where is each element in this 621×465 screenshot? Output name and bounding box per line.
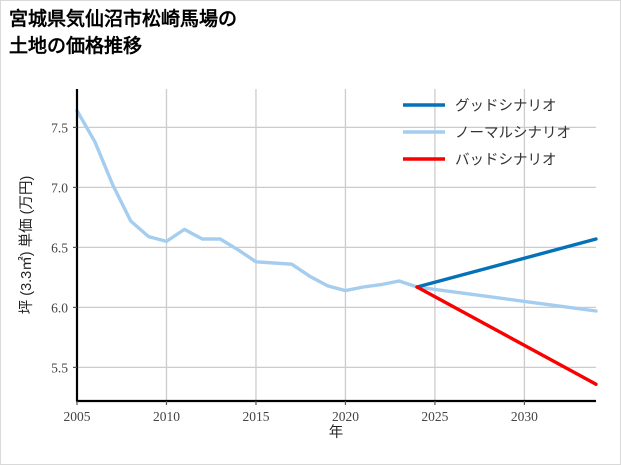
- series-line-good: [415, 237, 598, 289]
- legend-label-0: グッドシナリオ: [455, 98, 557, 115]
- x-tick-label: 2010: [153, 409, 180, 424]
- axes-group: [75, 89, 596, 403]
- x-tick-label: 2020: [332, 409, 359, 424]
- legend-label-1: ノーマルシナリオ: [455, 126, 571, 142]
- x-tick-label: 2030: [511, 409, 538, 424]
- y-tick-label: 6.0: [51, 300, 68, 315]
- x-axis-title: 年: [329, 424, 344, 441]
- y-tick-label: 6.5: [51, 240, 68, 255]
- y-tick-label: 7.5: [51, 120, 68, 135]
- x-tick-labels-group: 2005 2010 2015 2020 2025 2030: [64, 409, 539, 424]
- x-tick-label: 2005: [64, 409, 91, 424]
- tick-marks-group: [73, 126, 526, 405]
- chart-title-line1: 宮城県気仙沼市松崎馬場の: [9, 9, 238, 30]
- legend-label-2: バッドシナリオ: [455, 153, 557, 169]
- gridlines-group: [76, 89, 596, 401]
- x-tick-label: 2025: [421, 409, 448, 424]
- y-axis-title: 坪 (3.3㎡) 単価 (万円): [18, 176, 35, 315]
- data-series-group: [75, 108, 598, 386]
- chart-title-line2: 土地の価格推移: [9, 35, 143, 57]
- series-line-bad: [415, 285, 598, 386]
- x-tick-label: 2015: [242, 409, 269, 424]
- page-title: 宮城県気仙沼市松崎馬場の 土地の価格推移: [9, 7, 439, 61]
- series-line-normal: [75, 108, 598, 313]
- y-tick-label: 5.5: [51, 360, 68, 375]
- y-tick-labels-group: 5.5 6.0 6.5 7.0 7.5: [51, 120, 68, 375]
- y-tick-label: 7.0: [51, 180, 68, 195]
